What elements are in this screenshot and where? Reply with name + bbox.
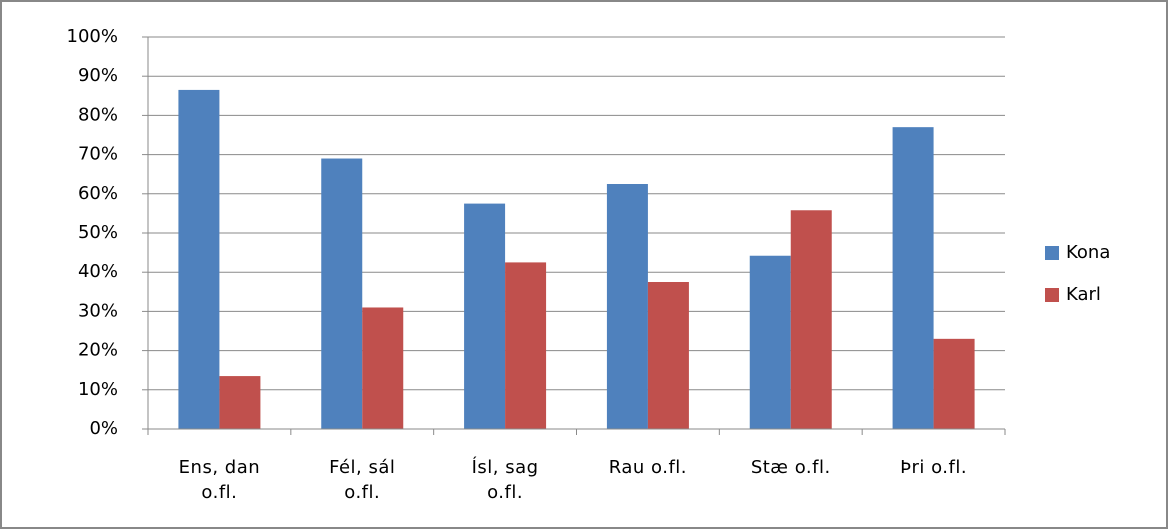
legend-swatch (1045, 288, 1059, 302)
bar (321, 158, 363, 429)
y-tick-label: 40% (78, 261, 118, 282)
bar (647, 282, 689, 429)
y-tick-label: 20% (78, 340, 118, 361)
bar (505, 262, 547, 429)
x-tick-label: Ísl, sag o.fl. (471, 457, 539, 503)
x-tick-label: Fél, sál o.fl. (329, 457, 396, 503)
y-tick-label: 10% (78, 379, 118, 400)
legend-label: Kona (1066, 242, 1110, 263)
y-tick-label: 80% (78, 104, 118, 125)
legend-label: Karl (1066, 284, 1101, 305)
x-tick-label: Stæ o.fl. (750, 457, 831, 478)
y-tick-label: 90% (78, 65, 118, 86)
bar (892, 127, 934, 429)
y-tick-label: 70% (78, 144, 118, 165)
bar (219, 376, 261, 429)
bar (606, 184, 648, 429)
x-tick-label: Rau o.fl. (608, 457, 688, 478)
y-tick-label: 0% (89, 418, 118, 439)
y-tick-label: 50% (78, 222, 118, 243)
bar (790, 210, 832, 429)
bar (464, 203, 506, 429)
bar (178, 89, 220, 430)
bar (362, 307, 404, 429)
bar (749, 255, 791, 429)
legend-swatch (1045, 246, 1059, 260)
bar (933, 338, 975, 429)
y-tick-label: 60% (78, 183, 118, 204)
x-tick-label: Þri o.fl. (900, 457, 968, 478)
y-tick-label: 100% (67, 26, 118, 47)
y-tick-label: 30% (78, 300, 118, 321)
x-tick-label: Ens, dan o.fl. (178, 457, 261, 503)
